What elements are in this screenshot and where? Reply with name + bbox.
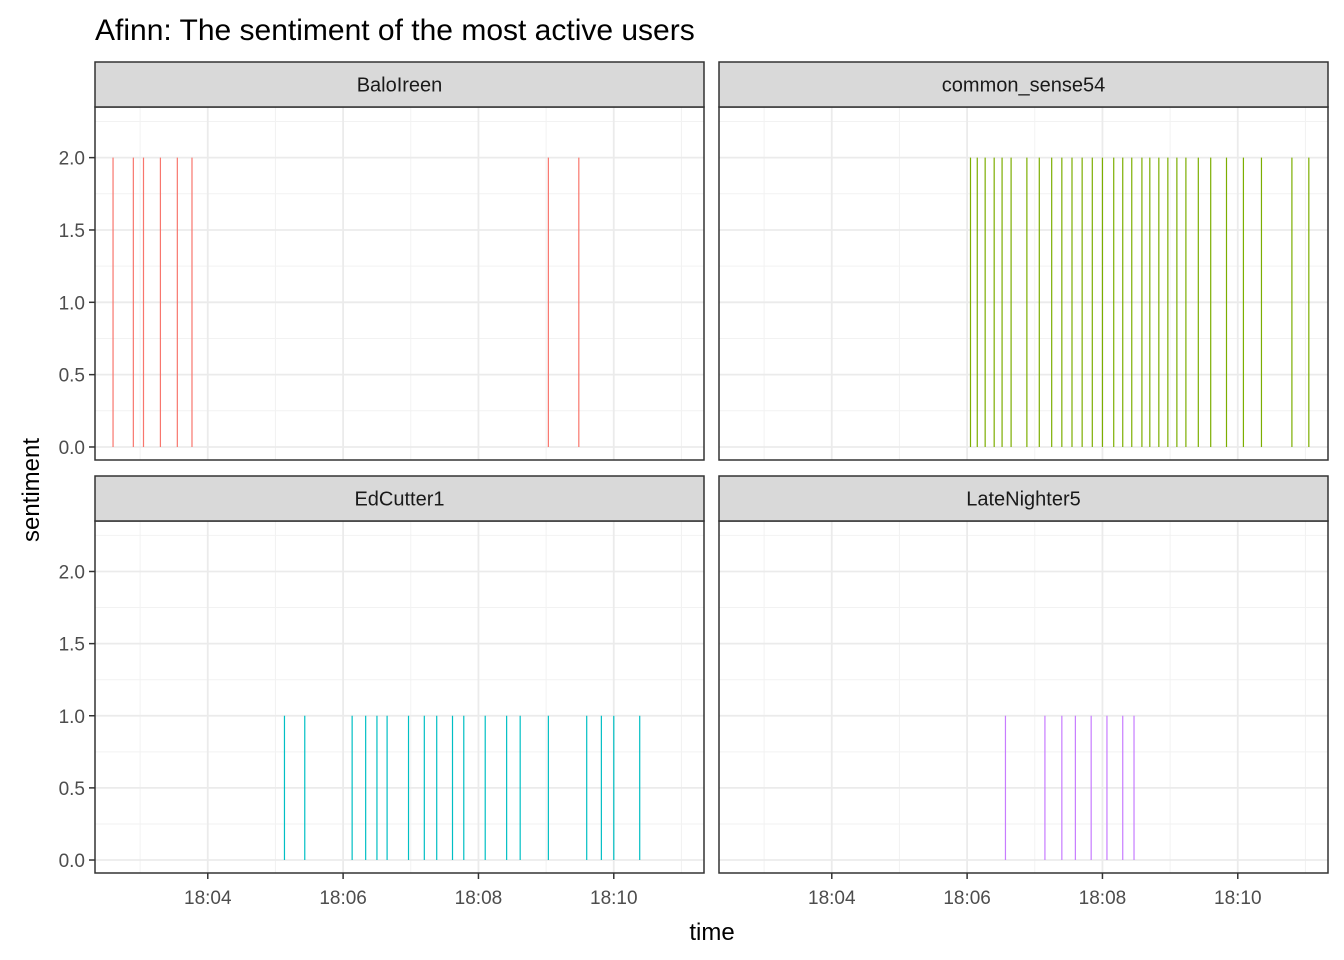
series-baloireen (112, 157, 580, 447)
facet-strip (94, 61, 705, 108)
y-tick-label: 0.5 (59, 366, 85, 387)
x-tick-label: 18:10 (590, 888, 638, 909)
facet-strip (718, 475, 1329, 522)
panel-common-sense54: common_sense54 (718, 61, 1329, 461)
y-tick-label: 0.0 (59, 851, 85, 872)
facet-strip-label: common_sense54 (942, 75, 1105, 97)
series-latenighter5 (1004, 715, 1135, 861)
x-axis: 18:04 18:06 18:08 18:10 (184, 873, 638, 909)
x-tick-label: 18:04 (808, 888, 856, 909)
x-axis: 18:04 18:06 18:08 18:10 (808, 873, 1262, 909)
series-edcutter1 (283, 715, 641, 861)
facet-strip-label: BaloIreen (357, 75, 443, 97)
panels-layer: BaloIreen 0.0 0.5 1.0 1.5 2.0 common_sense54 Ed… (59, 61, 1329, 909)
facet-strip (718, 61, 1329, 108)
y-tick-label: 0.0 (59, 438, 85, 459)
x-tick-label: 18:08 (1079, 888, 1127, 909)
y-tick-label: 1.5 (59, 635, 85, 656)
x-tick-label: 18:08 (455, 888, 503, 909)
gridlines (95, 107, 704, 460)
y-tick-label: 0.5 (59, 779, 85, 800)
x-axis-title: time (689, 919, 734, 946)
y-axis: 0.0 0.5 1.0 1.5 2.0 (59, 562, 95, 872)
y-tick-label: 1.0 (59, 293, 85, 314)
y-axis: 0.0 0.5 1.0 1.5 2.0 (59, 149, 95, 459)
gridlines (95, 521, 704, 873)
panel-background (719, 107, 1328, 460)
chart-title: Afinn: The sentiment of the most active … (95, 14, 695, 47)
gridlines (719, 521, 1328, 873)
y-tick-label: 1.0 (59, 707, 85, 728)
panel-background (95, 107, 704, 460)
x-tick-label: 18:06 (943, 888, 991, 909)
x-tick-label: 18:04 (184, 888, 232, 909)
panel-background (719, 521, 1328, 873)
facet-strip-label: EdCutter1 (354, 489, 444, 511)
facet-strip (94, 475, 705, 522)
y-tick-label: 2.0 (59, 562, 85, 583)
y-tick-label: 2.0 (59, 149, 85, 170)
facet-strip-label: LateNighter5 (966, 489, 1081, 511)
series-common-sense54 (969, 157, 1310, 447)
y-axis-title: sentiment (18, 438, 45, 542)
y-tick-label: 1.5 (59, 221, 85, 242)
panel-background (95, 521, 704, 873)
panel-baloireen: BaloIreen 0.0 0.5 1.0 1.5 2.0 (59, 61, 705, 461)
panel-latenighter5: LateNighter5 18:04 18:06 18:08 18:10 (718, 475, 1329, 909)
x-tick-label: 18:10 (1214, 888, 1262, 909)
x-tick-label: 18:06 (319, 888, 367, 909)
